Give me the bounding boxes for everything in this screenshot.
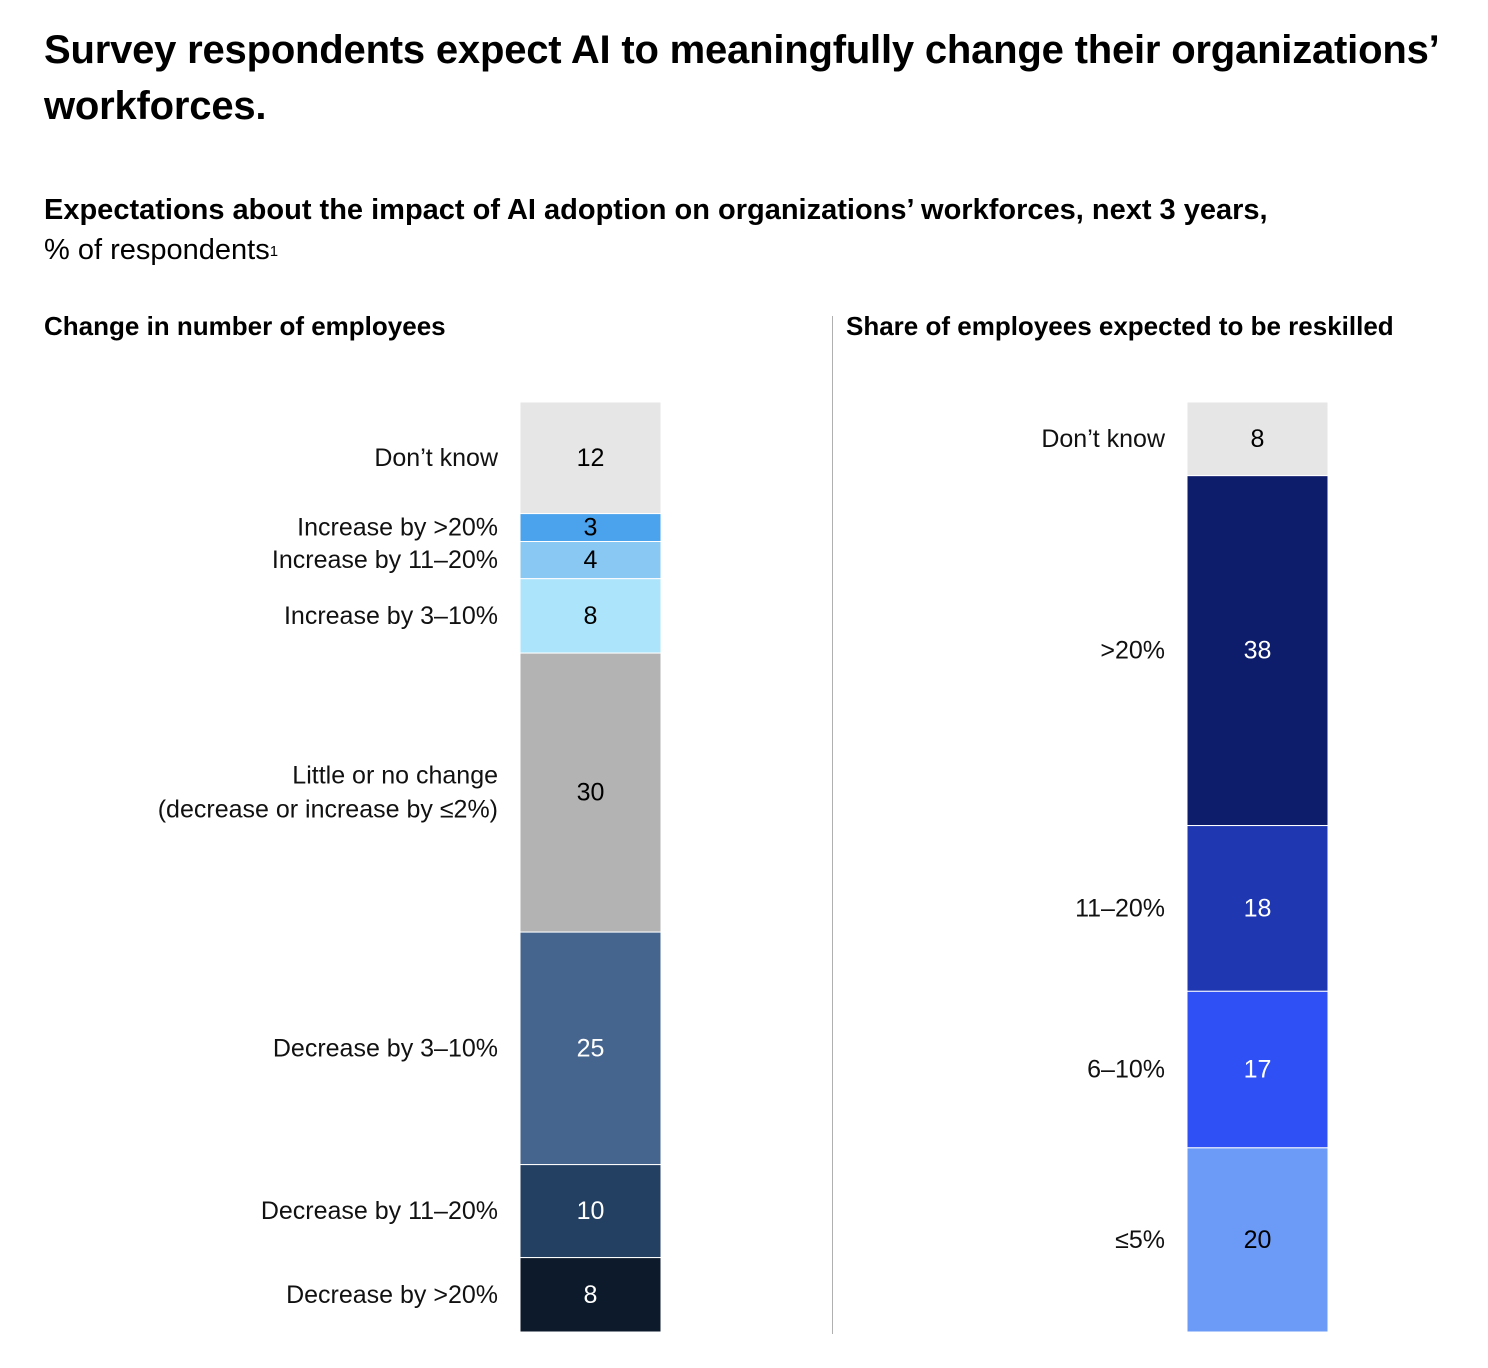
footnote-marker: 1 <box>269 243 279 260</box>
segment-category-label: Don’t know <box>374 444 499 472</box>
segment-category-label: ≤5% <box>1115 1226 1165 1254</box>
segment-category-label: Little or no change (decrease or increase… <box>158 762 498 824</box>
segment-value-label: 12 <box>577 444 605 472</box>
bar-segment <box>1186 475 1329 827</box>
segment-value-label: 30 <box>577 779 605 807</box>
segment-value-label: 4 <box>584 546 598 574</box>
segment-category-label: Don’t know <box>1041 425 1166 453</box>
bar-segment <box>519 513 662 542</box>
segment-category-label: >20% <box>1100 637 1165 665</box>
bar-segment <box>519 1164 662 1259</box>
segment-category-label: Increase by 3–10% <box>284 602 498 630</box>
segment-category-label: Decrease by 3–10% <box>273 1034 498 1062</box>
bar-segment <box>519 1257 662 1333</box>
segment-category-label: 6–10% <box>1087 1056 1165 1084</box>
segment-value-label: 18 <box>1244 894 1272 922</box>
bar-segment <box>1186 401 1329 477</box>
segment-value-label: 38 <box>1244 637 1272 665</box>
segment-category-label: Decrease by 11–20% <box>261 1197 498 1225</box>
segment-value-label: 25 <box>577 1034 605 1062</box>
segment-category-label: 11–20% <box>1075 894 1165 922</box>
bar-segment <box>1186 990 1329 1149</box>
segment-value-label: 8 <box>1251 425 1265 453</box>
segment-category-label: Decrease by >20% <box>286 1281 498 1309</box>
segment-category-label: Increase by 11–20% <box>272 546 498 574</box>
segment-value-label: 3 <box>584 514 598 542</box>
bar-segment <box>519 541 662 580</box>
panel-title-employee-change: Change in number of employees <box>44 311 446 341</box>
segment-value-label: 20 <box>1244 1226 1272 1254</box>
chart-title: Survey respondents expect AI to meaningf… <box>44 28 1438 128</box>
panel-divider <box>832 316 833 1334</box>
segment-value-label: 8 <box>584 1281 598 1309</box>
bar-segment <box>1186 1147 1329 1333</box>
chart-unit: % of respondents1 <box>44 230 278 270</box>
bar-segment <box>519 578 662 654</box>
bar-segment <box>1186 825 1329 992</box>
unit-text: % of respondents <box>44 234 270 266</box>
bar-segment <box>519 931 662 1166</box>
chart-subtitle: Expectations about the impact of AI adop… <box>44 194 1268 226</box>
panel-title-reskilled-share: Share of employees expected to be reskil… <box>846 311 1394 341</box>
segment-value-label: 8 <box>584 602 598 630</box>
segment-category-label: Increase by >20% <box>297 514 498 542</box>
segment-value-label: 10 <box>577 1197 605 1225</box>
segment-value-label: 17 <box>1244 1056 1272 1084</box>
bar-segment <box>519 652 662 933</box>
